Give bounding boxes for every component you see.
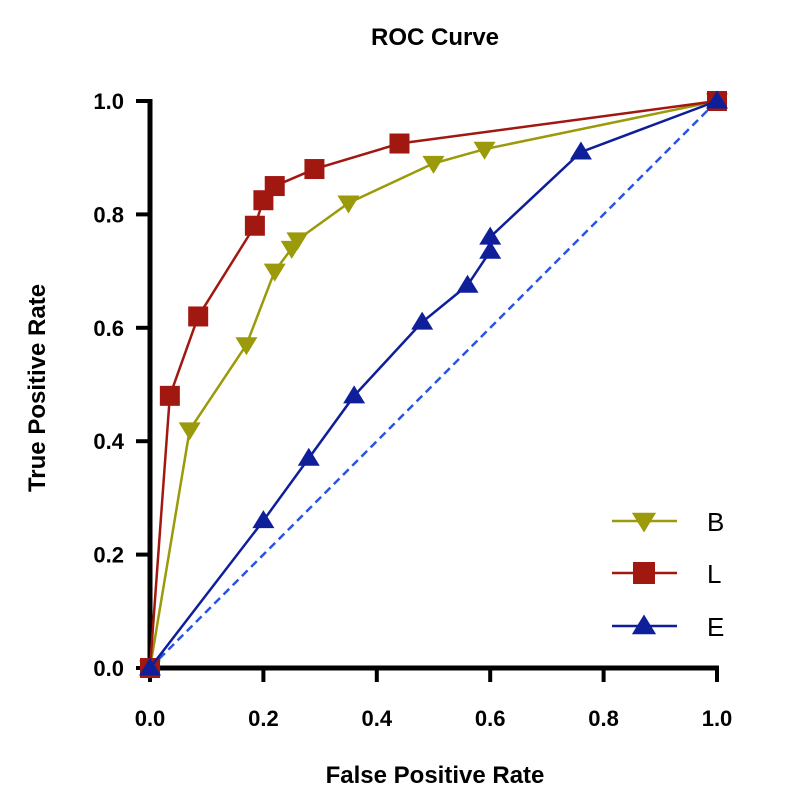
marker-square xyxy=(244,215,265,236)
marker-triangle-up xyxy=(139,657,161,676)
legend-label: B xyxy=(707,507,724,537)
marker-triangle-down xyxy=(178,422,201,441)
marker-triangle-up xyxy=(479,226,502,245)
marker-triangle-down xyxy=(263,263,286,282)
x-axis-title: False Positive Rate xyxy=(326,762,545,789)
y-tick-label: 1.0 xyxy=(93,89,124,114)
marker-square xyxy=(188,306,209,327)
marker-square xyxy=(264,176,285,197)
y-tick-label: 0.4 xyxy=(93,429,124,454)
legend-item-E: E xyxy=(612,612,724,642)
marker-triangle-up xyxy=(411,311,434,330)
marker-triangle-up xyxy=(631,614,657,635)
x-tick-label: 0.0 xyxy=(135,706,166,731)
series-layer xyxy=(139,90,728,679)
marker-triangle-up xyxy=(569,141,592,160)
axes: 0.0 0.2 0.4 0.6 0.8 1.0 0.0 0.2 0.4 0.6 0.8 1.0 xyxy=(93,89,732,731)
x-tick-label: 0.6 xyxy=(475,706,506,731)
marker-square xyxy=(304,159,325,180)
x-tick-label: 0.2 xyxy=(248,706,279,731)
marker-triangle-down xyxy=(473,141,496,160)
y-tick-label: 0.2 xyxy=(93,543,124,568)
y-axis-title: True Positive Rate xyxy=(24,284,51,492)
y-tick-label: 0.0 xyxy=(93,656,124,681)
series-line-E xyxy=(149,99,718,669)
legend-item-B: B xyxy=(612,507,724,537)
chart-title: ROC Curve xyxy=(371,24,499,51)
marker-triangle-down xyxy=(337,195,360,214)
marker-triangle-up xyxy=(456,274,479,293)
series-E xyxy=(139,90,728,676)
marker-square xyxy=(389,133,410,154)
y-tick-label: 0.8 xyxy=(93,202,124,227)
reference-diagonal xyxy=(149,100,718,669)
marker-triangle-up xyxy=(343,385,366,404)
legend-item-L: L xyxy=(612,559,721,589)
reference-diagonal-line xyxy=(149,100,718,669)
marker-square xyxy=(633,562,655,584)
marker-triangle-up xyxy=(297,447,320,466)
marker-triangle-down xyxy=(631,512,657,533)
x-tick-label: 1.0 xyxy=(702,706,733,731)
legend: BLE xyxy=(612,507,724,642)
marker-triangle-up xyxy=(479,240,502,259)
marker-triangle-up xyxy=(252,510,275,529)
y-tick-label: 0.6 xyxy=(93,316,124,341)
marker-triangle-down xyxy=(422,155,445,174)
marker-square xyxy=(159,385,180,406)
legend-label: E xyxy=(707,612,724,642)
marker-triangle-down xyxy=(286,232,309,251)
marker-triangle-up xyxy=(706,90,728,109)
marker-triangle-down xyxy=(235,337,258,356)
x-tick-label: 0.4 xyxy=(362,706,393,731)
x-tick-label: 0.8 xyxy=(588,706,619,731)
legend-label: L xyxy=(707,559,721,589)
